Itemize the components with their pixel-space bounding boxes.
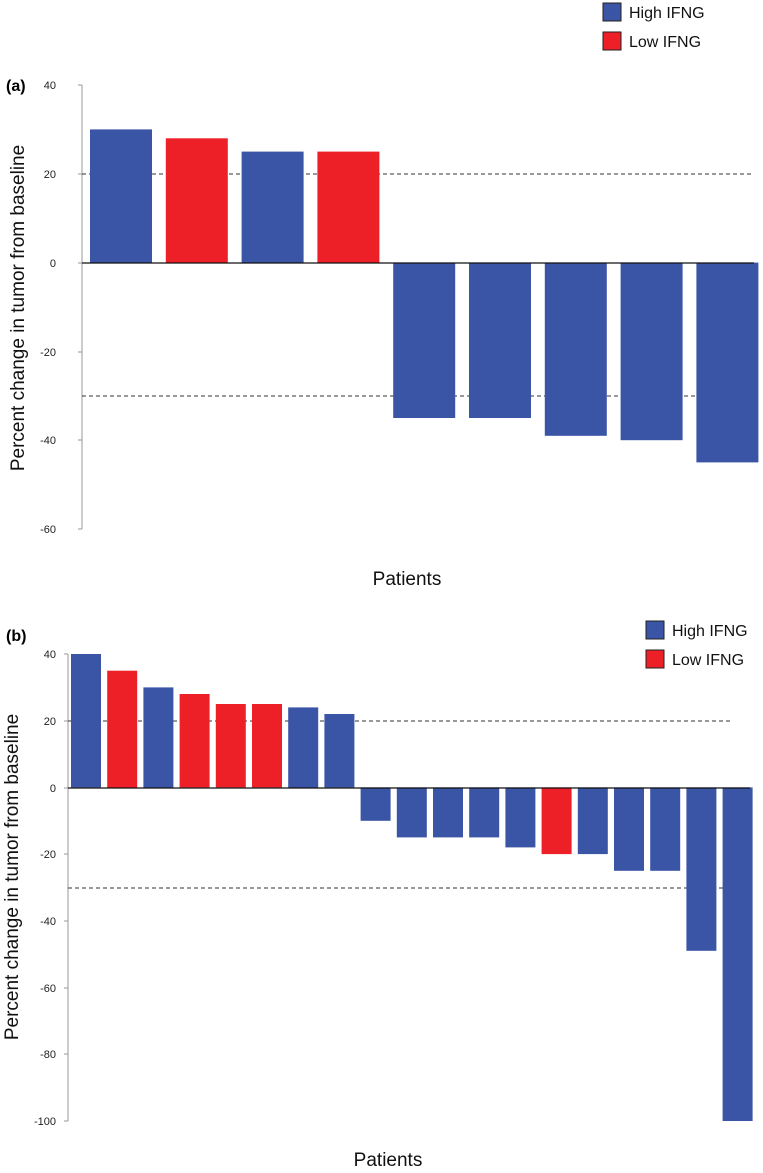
bar-b-14 bbox=[541, 787, 572, 855]
bar-b-2 bbox=[107, 670, 138, 788]
legend-a-low-swatch bbox=[602, 31, 622, 51]
panel-b: (b) High IFNG Low IFNG 40 20 0 -20 -40 -… bbox=[2, 620, 753, 1171]
ytick-b-neg40: -40 bbox=[40, 916, 56, 928]
ytick-b-40: 40 bbox=[44, 649, 56, 661]
ytick-b-0: 0 bbox=[50, 783, 56, 795]
ytick-b-20: 20 bbox=[44, 716, 56, 728]
bar-b-7 bbox=[288, 707, 319, 788]
panel-b-xlabel: Patients bbox=[354, 1150, 423, 1171]
bar-b-19 bbox=[722, 787, 753, 1121]
bar-a-5 bbox=[393, 262, 456, 418]
bar-a-7 bbox=[544, 262, 607, 436]
panel-a-yticks: 40 20 0 -20 -40 -60 bbox=[40, 80, 56, 536]
bar-b-13 bbox=[505, 787, 536, 848]
bar-b-9 bbox=[360, 787, 391, 821]
bar-b-8 bbox=[324, 714, 355, 788]
bar-b-10 bbox=[396, 787, 427, 838]
bar-b-1 bbox=[71, 654, 101, 788]
bar-b-5 bbox=[215, 704, 246, 788]
ytick-b-neg100: -100 bbox=[34, 1116, 56, 1128]
bar-a-4 bbox=[317, 151, 380, 263]
bar-b-11 bbox=[433, 787, 463, 838]
ytick-a-neg60: -60 bbox=[40, 524, 56, 536]
panel-b-ylabel: Percent change in tumor from baseline bbox=[2, 714, 23, 1040]
ytick-b-neg80: -80 bbox=[40, 1049, 56, 1061]
bar-b-6 bbox=[252, 704, 282, 788]
panel-b-legend: High IFNG Low IFNG bbox=[645, 620, 748, 669]
bar-a-8 bbox=[620, 262, 683, 441]
bar-b-4 bbox=[179, 694, 210, 788]
panel-a: (a) High IFNG Low IFNG 40 20 0 -20 -40 -… bbox=[6, 2, 759, 590]
panel-b-label: (b) bbox=[6, 628, 26, 645]
bar-a-6 bbox=[469, 262, 531, 418]
panel-a-label: (a) bbox=[6, 78, 26, 95]
ytick-a-neg20: -20 bbox=[40, 347, 56, 359]
bar-b-15 bbox=[577, 787, 608, 855]
bar-b-3 bbox=[143, 687, 174, 788]
bar-a-9 bbox=[696, 262, 759, 463]
panel-b-bars bbox=[71, 654, 753, 1121]
bar-b-16 bbox=[614, 787, 644, 871]
ytick-a-20: 20 bbox=[44, 169, 56, 181]
legend-b-high-swatch bbox=[645, 620, 665, 640]
panel-a-bars bbox=[90, 129, 759, 463]
bar-a-2 bbox=[165, 138, 228, 263]
legend-a-high-label: High IFNG bbox=[629, 5, 705, 22]
legend-a-low-label: Low IFNG bbox=[629, 34, 701, 51]
panel-b-yticks: 40 20 0 -20 -40 -60 -80 -100 bbox=[34, 649, 56, 1128]
ytick-a-neg40: -40 bbox=[40, 435, 56, 447]
panel-a-xlabel: Patients bbox=[373, 569, 442, 590]
bar-b-12 bbox=[469, 787, 500, 838]
bar-b-18 bbox=[686, 787, 717, 951]
ytick-b-neg20: -20 bbox=[40, 849, 56, 861]
bar-a-1 bbox=[90, 129, 152, 263]
bar-b-17 bbox=[650, 787, 681, 871]
panel-a-legend: High IFNG Low IFNG bbox=[602, 2, 705, 51]
bar-a-3 bbox=[241, 151, 304, 263]
legend-b-high-label: High IFNG bbox=[672, 623, 748, 640]
legend-b-low-label: Low IFNG bbox=[672, 652, 744, 669]
ytick-a-40: 40 bbox=[44, 80, 56, 92]
legend-b-low-swatch bbox=[645, 649, 665, 669]
ytick-a-0: 0 bbox=[50, 258, 56, 270]
ytick-b-neg60: -60 bbox=[40, 983, 56, 995]
legend-a-high-swatch bbox=[602, 2, 622, 22]
panel-a-ylabel: Percent change in tumor from baseline bbox=[8, 145, 29, 471]
